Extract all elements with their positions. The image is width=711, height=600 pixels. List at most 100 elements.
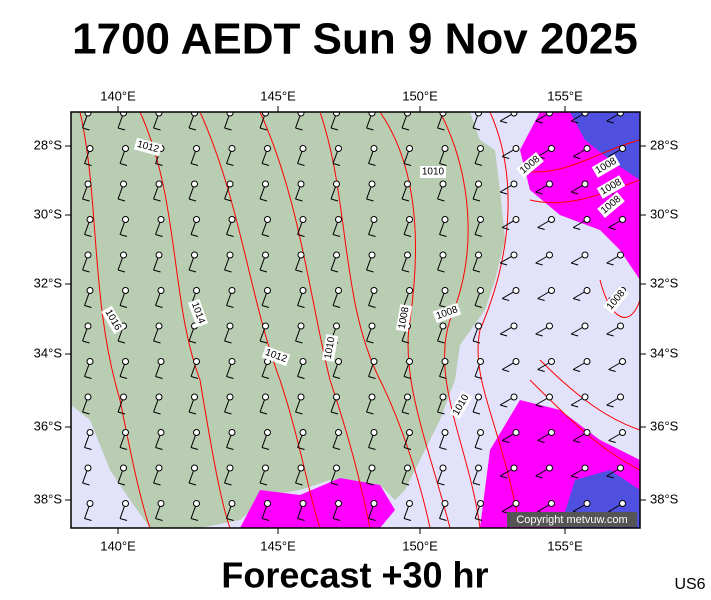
barb-feather [472,340,481,344]
barb-feather [261,447,270,451]
station [120,112,127,117]
barb-feather [535,333,543,337]
barb-feather [226,163,234,167]
barb-feather [188,127,197,131]
barb-feather [502,369,510,372]
barb-feather [224,340,232,344]
lat-label: 34°S [34,345,63,360]
barb-feather [261,163,270,167]
barb-feather [502,156,510,159]
station [510,322,518,330]
barb-feather [439,163,447,167]
station [404,112,411,117]
barb-feather [401,482,410,486]
station [510,393,518,401]
barb-feather [119,518,128,522]
station [297,393,305,401]
land [71,112,505,528]
station [157,358,165,365]
barb-feather [82,411,90,415]
barb-feather [401,411,410,415]
barb-feather [295,269,303,273]
station [617,112,624,117]
station [548,500,555,507]
station [191,251,198,259]
barb-feather [366,198,374,202]
station [193,500,200,507]
station [619,145,626,152]
station [581,393,589,401]
lon-label: 150°E [402,538,438,553]
station [406,429,413,436]
station [370,145,378,152]
station [475,393,482,401]
station [299,500,307,507]
isobars [79,112,640,528]
lat-label: 32°S [650,275,679,290]
barb-feather [502,298,510,301]
barb-feather [437,127,445,131]
barb-feather [366,127,374,131]
lon-label: 140°E [100,538,136,553]
station [264,145,271,152]
barb-feather [474,305,483,309]
station [226,393,234,401]
barb-feather [439,305,447,309]
station [581,322,589,330]
isobar-label-bg [603,286,629,314]
barb-feather [297,447,305,451]
isobar-label: 1010 [323,336,338,360]
station [475,464,482,472]
lat-label: 32°S [34,275,63,290]
station [581,464,589,472]
station [619,216,626,223]
station [262,180,269,188]
lat-label: 38°S [650,491,679,506]
station [120,180,127,188]
station [299,429,307,436]
barb-feather [571,404,579,408]
station [546,180,553,188]
station [84,464,92,472]
station [155,180,163,188]
lon-label: 145°E [260,538,296,553]
barb-feather [84,163,92,167]
station [86,145,94,152]
barb-feather [502,227,510,230]
barb-feather [119,305,128,309]
station [333,180,340,188]
station [617,251,624,259]
lat-label: 38°S [34,491,63,506]
barb-feather [190,163,199,167]
lon-label: 155°E [547,88,583,103]
station [617,393,624,401]
station [512,216,520,223]
barb-feather [474,518,483,522]
barb-feather [297,163,305,167]
barb-feather [117,127,126,131]
station [368,393,376,401]
isobar-label-bg [133,137,163,157]
station [84,393,92,401]
station [546,464,553,472]
barb-feather [259,482,268,486]
station [333,112,340,117]
barb-feather [188,198,197,202]
barb-feather [82,198,90,202]
station [510,251,518,259]
station [477,358,484,365]
barb-feather [502,440,510,443]
station [155,464,163,472]
station [335,216,342,223]
station [299,216,307,223]
barb-feather [226,447,234,451]
barb-feather [474,163,483,167]
barb-feather [437,198,445,202]
barb-feather [330,482,339,486]
station [370,287,378,294]
barb-feather [401,269,410,273]
station [546,251,553,259]
station [333,393,340,401]
station [157,216,165,223]
barb-feather [537,298,545,301]
